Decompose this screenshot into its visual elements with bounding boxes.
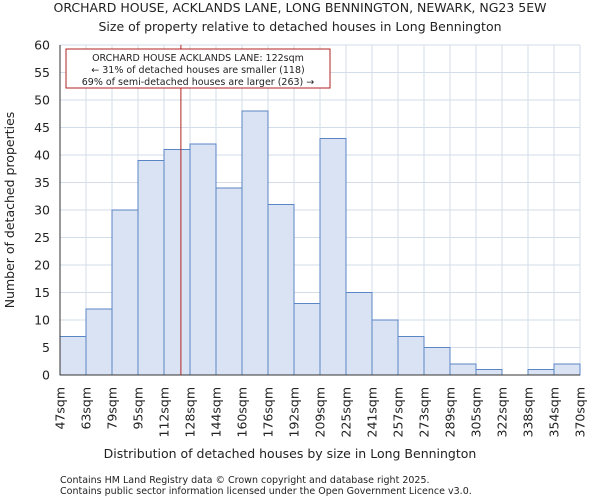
y-tick-label: 30 [34,203,50,218]
x-tick-label: 338sqm [521,387,536,437]
bar [449,363,477,376]
y-tick-label: 40 [34,148,50,163]
y-tick-label: 20 [34,258,50,273]
annotation-line-1: ORCHARD HOUSE ACKLANDS LANE: 122sqm [92,53,304,64]
x-tick-label: 63sqm [79,387,94,430]
annotation-line-3: 69% of semi-detached houses are larger (… [82,77,315,88]
bar [59,336,87,376]
y-tick-label: 45 [34,120,50,135]
x-tick-label: 289sqm [443,387,458,437]
bar [215,187,243,376]
y-tick-label: 5 [42,340,50,355]
bar [163,149,191,376]
bar [293,303,321,376]
footer-line-1: Contains HM Land Registry data © Crown c… [60,475,430,486]
bar [475,369,503,376]
bar [553,363,581,376]
x-tick-labels: 47sqm 63sqm 79sqm 95sqm 112sqm 128sqm 144sqm 16… [53,387,588,437]
y-tick-label: 0 [42,368,50,383]
x-tick-label: 144sqm [209,387,224,437]
chart-subtitle: Size of property relative to detached ho… [98,19,501,34]
bar [241,110,269,376]
x-tick-label: 273sqm [417,387,432,437]
x-tick-label: 47sqm [53,387,68,430]
x-tick-label: 95sqm [131,387,146,430]
annotation-line-2: ← 31% of detached houses are smaller (11… [91,65,304,76]
x-tick-label: 128sqm [183,387,198,437]
annotation-border [65,48,331,89]
y-tick-label: 25 [34,230,50,245]
x-tick-label: 192sqm [287,387,302,437]
annotation-box: ORCHARD HOUSE ACKLANDS LANE: 122sqm ← 31… [65,48,331,89]
x-tick-label: 305sqm [469,387,484,437]
axes [59,45,580,376]
bar [345,292,373,376]
bar [319,138,347,376]
x-tick-label: 176sqm [261,387,276,437]
chart-title: ORCHARD HOUSE, ACKLANDS LANE, LONG BENNI… [54,0,547,15]
y-tick-labels: 0 5 10 15 20 25 30 35 40 45 50 55 60 [34,38,50,383]
bar [527,369,555,376]
x-tick-label: 160sqm [235,387,250,437]
x-tick-label: 112sqm [157,387,172,437]
y-axis-label: Number of detached properties [2,112,17,309]
x-tick-label: 257sqm [391,387,406,437]
x-axis-label: Distribution of detached houses by size … [104,446,477,461]
y-tick-label: 35 [34,175,50,190]
x-tick-label: 370sqm [573,387,588,437]
y-tick-label: 55 [34,65,50,80]
bar [397,336,425,376]
x-tick-label: 354sqm [547,387,562,437]
x-tick-label: 209sqm [313,387,328,437]
x-tick-label: 241sqm [365,387,380,437]
bar [137,160,165,376]
bars [59,110,581,376]
bar [111,209,139,376]
x-tick-label: 225sqm [339,387,354,437]
bar [189,143,217,376]
bar [85,308,113,376]
y-tick-label: 15 [34,285,50,300]
y-tick-label: 10 [34,313,50,328]
y-tick-label: 60 [34,38,50,53]
bar [267,204,295,376]
footer-line-2: Contains public sector information licen… [60,486,472,497]
x-tick-label: 79sqm [105,387,120,430]
y-tick-label: 50 [34,93,50,108]
bar [371,319,399,376]
x-tick-label: 322sqm [495,387,510,437]
bar [423,347,451,376]
